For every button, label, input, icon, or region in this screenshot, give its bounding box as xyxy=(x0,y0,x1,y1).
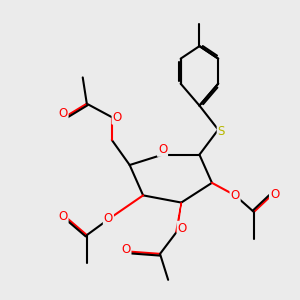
Text: O: O xyxy=(270,188,279,201)
Polygon shape xyxy=(176,202,181,232)
Text: O: O xyxy=(58,209,68,223)
Text: O: O xyxy=(112,111,122,124)
Text: O: O xyxy=(104,212,113,225)
Text: S: S xyxy=(218,125,225,138)
Text: O: O xyxy=(121,243,130,256)
Text: O: O xyxy=(158,143,167,156)
Text: O: O xyxy=(178,222,187,235)
Text: O: O xyxy=(230,189,240,202)
Text: O: O xyxy=(58,106,68,120)
